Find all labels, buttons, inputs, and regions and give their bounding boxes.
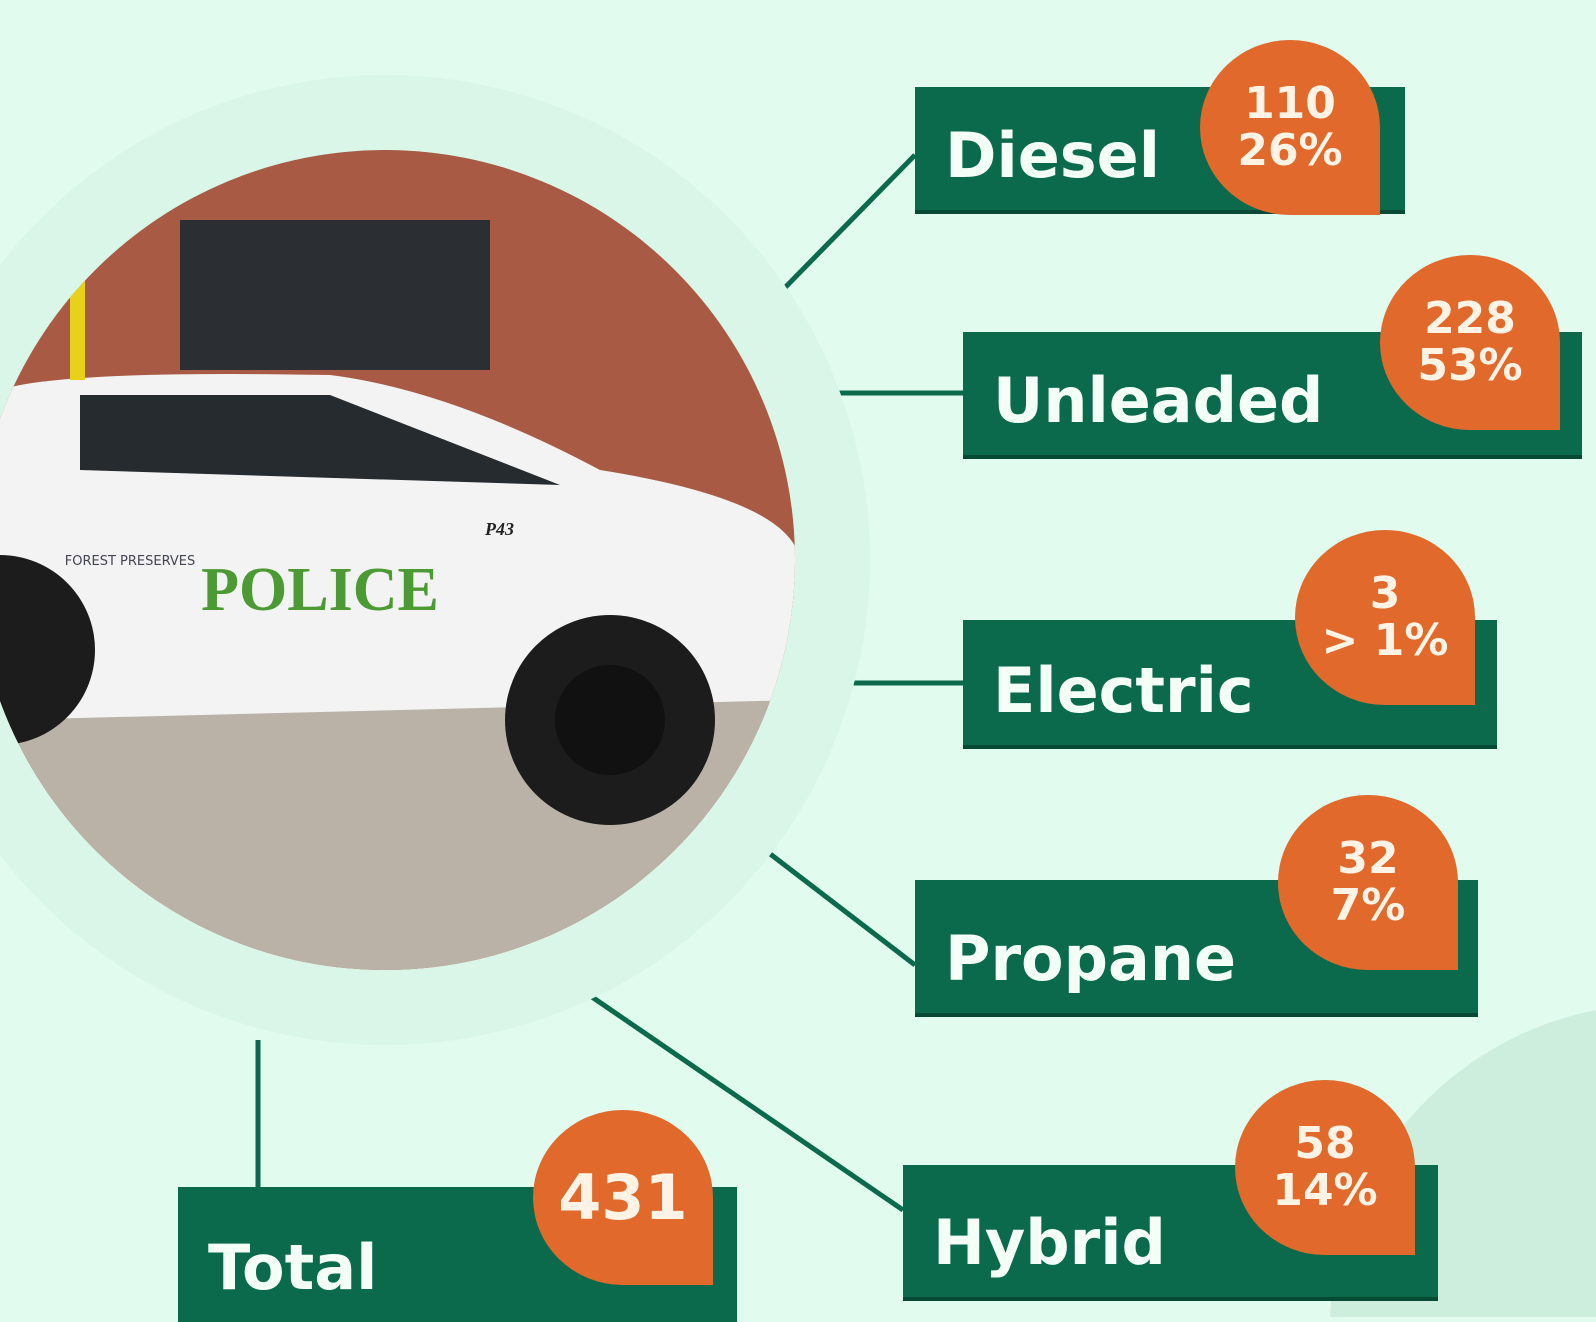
fuel-share: 14% bbox=[1235, 1168, 1415, 1214]
logo-text: FOREST PRESERVES bbox=[65, 554, 196, 569]
fuel-label: Hybrid bbox=[933, 1206, 1166, 1279]
fuel-count: 228 bbox=[1380, 296, 1560, 342]
fuel-count: 110 bbox=[1200, 81, 1380, 127]
fuel-label: Propane bbox=[945, 922, 1236, 995]
fuel-count: 32 bbox=[1278, 836, 1458, 882]
fuel-label: Electric bbox=[993, 654, 1254, 727]
page: POLICE FOREST PRESERVES P43 Diesel 11026%… bbox=[0, 0, 1596, 1317]
fuel-badge: 3> 1% bbox=[1295, 530, 1475, 705]
fuel-label: Diesel bbox=[945, 119, 1160, 192]
total-count: 431 bbox=[533, 1165, 713, 1230]
fuel-share: > 1% bbox=[1295, 618, 1475, 664]
fuel-share: 53% bbox=[1380, 343, 1560, 389]
fuel-count: 58 bbox=[1235, 1121, 1415, 1167]
fuel-share: 7% bbox=[1278, 883, 1458, 929]
total-badge: 431 bbox=[533, 1110, 713, 1285]
fuel-share: 26% bbox=[1200, 128, 1380, 174]
door-text: POLICE bbox=[201, 556, 439, 624]
fuel-count: 3 bbox=[1295, 571, 1475, 617]
total-label: Total bbox=[208, 1231, 377, 1304]
unit-number: P43 bbox=[484, 519, 514, 539]
fuel-label: Unleaded bbox=[993, 364, 1323, 437]
